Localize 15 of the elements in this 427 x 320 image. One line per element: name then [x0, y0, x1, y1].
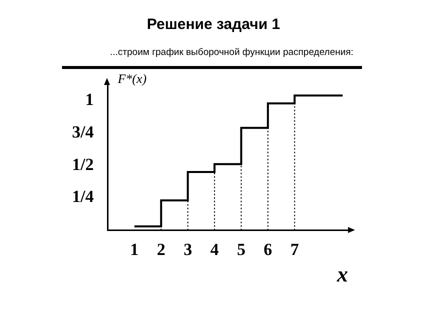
y-tick-label: 1/2 — [72, 154, 94, 174]
x-tick-label: 6 — [264, 240, 272, 259]
x-tick-label: 5 — [236, 240, 246, 259]
x-tick-label: 2 — [156, 240, 166, 259]
x-tick-label: 4 — [210, 240, 220, 259]
y-tick-label: 1 — [85, 90, 94, 110]
x-axis-title: x — [336, 261, 348, 286]
chart-title: Решение задачи 1 — [146, 15, 282, 33]
x-tick-label: 3 — [184, 240, 192, 259]
x-tick-label: 7 — [290, 240, 300, 259]
x-tick-label: 1 — [130, 240, 139, 259]
y-tick-label: 3/4 — [72, 122, 94, 142]
y-axis-title: F*(x) — [116, 71, 147, 86]
chart-subtitle: ...строим график выборочной функции распределения: — [110, 47, 354, 58]
y-tick-label: 1/4 — [72, 187, 94, 206]
